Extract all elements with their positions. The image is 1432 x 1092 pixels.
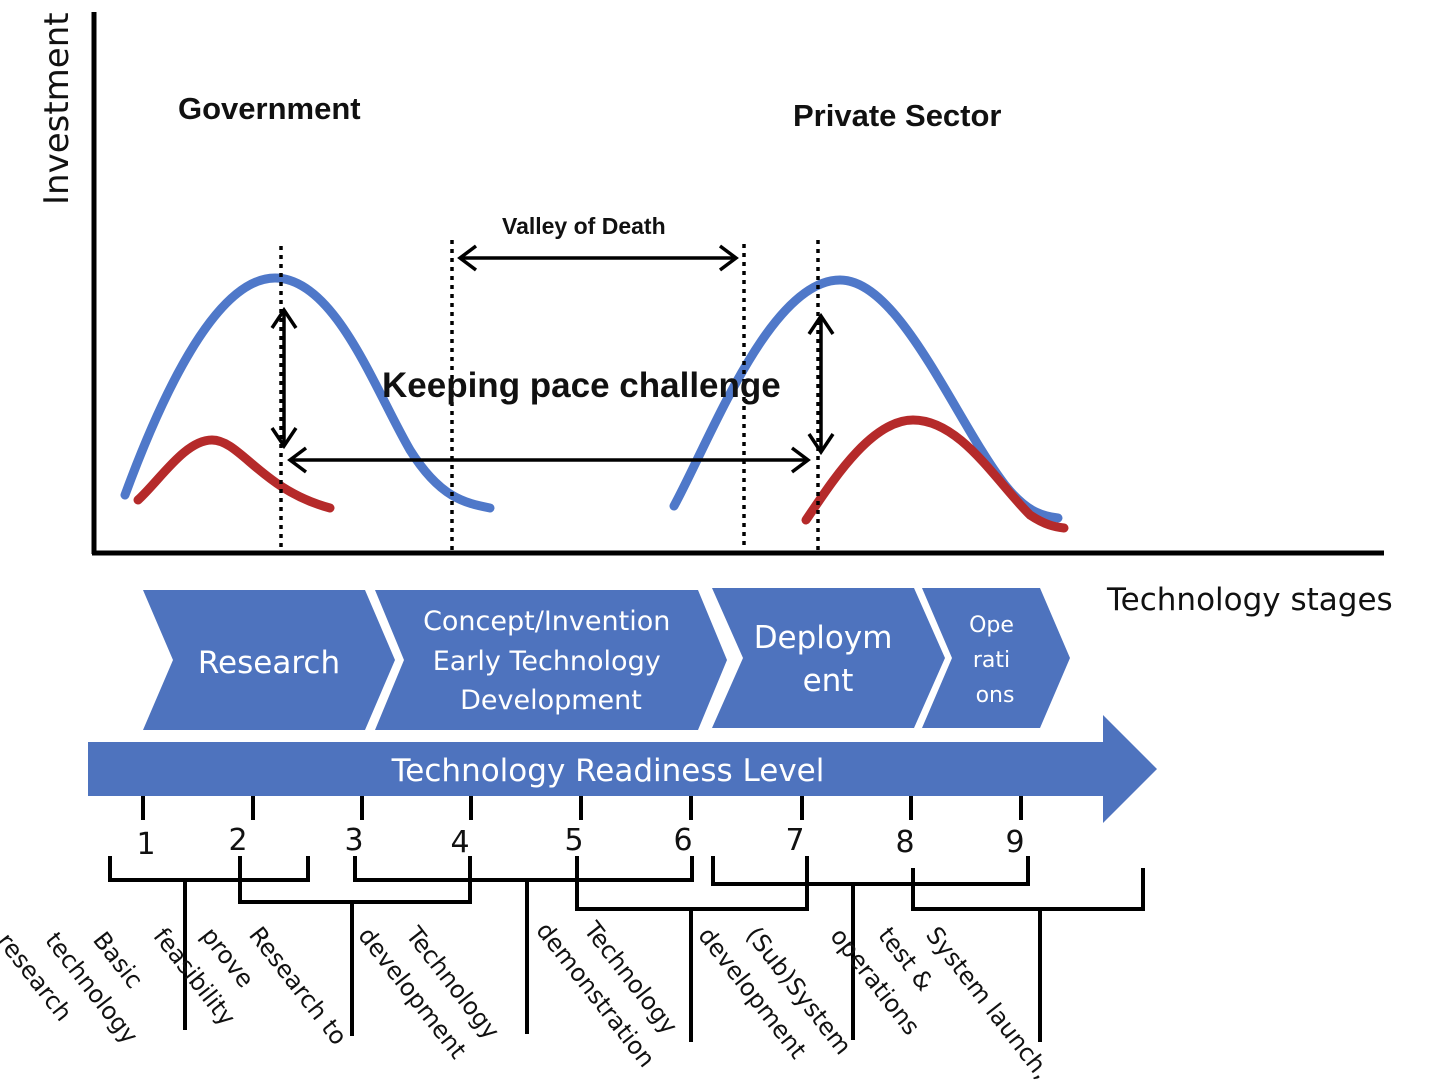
private-gap-arrow <box>807 312 835 456</box>
stage-chevron-research <box>143 590 395 730</box>
trl-level-2: 2 <box>228 823 247 858</box>
government-secondary-curve <box>133 435 335 513</box>
bracket-system-launch <box>911 868 1145 911</box>
phase-label-technology-development: Technology development <box>352 899 509 1074</box>
trl-level-6: 6 <box>673 823 692 858</box>
phase-label-feasibility: Research to prove feasibility <box>148 876 358 1092</box>
stage-chevron-concept <box>375 590 727 730</box>
trl-level-4: 4 <box>450 825 469 860</box>
private-sector-label: Private Sector <box>793 98 1002 133</box>
x-axis-label: Technology stages <box>1106 582 1393 618</box>
bracket-basic-research <box>108 856 310 882</box>
valley-of-death-label: Valley of Death <box>502 213 666 239</box>
keeping-pace-challenge-label: Keeping pace challenge <box>382 366 781 405</box>
stage-label-operations: Ope rati ons <box>969 613 1021 708</box>
trl-arrow <box>88 715 1157 823</box>
valley-of-death-arrow <box>457 244 739 272</box>
government-investment-curve <box>120 273 495 513</box>
phase-label-basic-research: Basic technology research <box>0 881 178 1079</box>
government-label: Government <box>178 91 361 126</box>
stage-chevron-operations <box>922 588 1070 728</box>
trl-level-7: 7 <box>785 823 804 858</box>
keeping-pace-arrow <box>287 446 811 474</box>
trl-label: Technology Readiness Level <box>391 753 825 789</box>
stage-chevron-deployment <box>712 588 945 728</box>
private-secondary-curve <box>801 415 1069 533</box>
phase-label-subsystem-development: (Sub)System development <box>692 899 861 1090</box>
trl-level-8: 8 <box>895 825 914 860</box>
bracket-subsystem-development <box>711 856 1030 886</box>
stage-label-concept: Concept/Invention Early Technology Devel… <box>423 606 679 716</box>
trl-level-3: 3 <box>344 823 363 858</box>
trl-ticks <box>141 796 1023 820</box>
phase-label-technology-demonstration: Technology demonstration <box>530 894 690 1073</box>
y-axis-label: Investment <box>37 12 77 205</box>
stage-label-deployment: Deploym ent <box>754 620 903 699</box>
bracket-technology-development <box>353 856 694 882</box>
trl-level-1: 1 <box>136 827 155 862</box>
government-gap-arrow <box>270 306 298 450</box>
trl-level-9: 9 <box>1005 825 1024 860</box>
trl-level-5: 5 <box>564 823 583 858</box>
stage-label-research: Research <box>198 645 340 681</box>
